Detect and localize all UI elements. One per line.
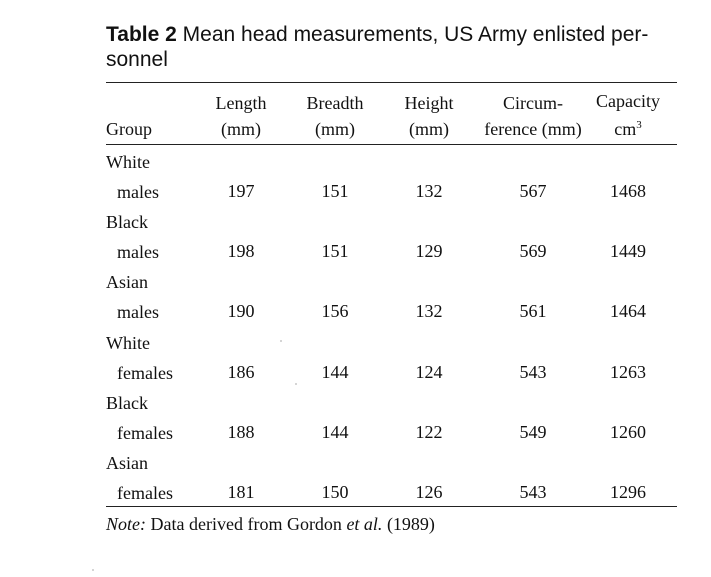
- cell-length: 188: [227, 422, 255, 442]
- header-length-label: Length: [215, 93, 267, 113]
- header-breadth: Breadth (mm): [295, 92, 375, 140]
- header-circumference-unit: ference (mm): [484, 119, 582, 139]
- cell-breadth: 151: [321, 241, 349, 261]
- cell-height: 129: [415, 241, 443, 261]
- row-group-line1: White: [106, 152, 150, 172]
- row-group-line2: males: [117, 242, 159, 262]
- header-capacity-unit: cm: [614, 119, 637, 139]
- row-group-line1: Black: [106, 393, 148, 413]
- cell-capacity: 1263: [610, 362, 646, 382]
- header-height-label: Height: [404, 93, 454, 113]
- cell-breadth: 144: [321, 422, 349, 442]
- cell-capacity: 1464: [610, 301, 646, 321]
- header-rule: [106, 144, 677, 145]
- row-group-line2: males: [117, 182, 159, 202]
- row-group: Black females: [106, 392, 173, 444]
- caption-text-line-2: sonnel: [106, 48, 168, 71]
- scan-speck: [295, 383, 297, 385]
- row-group-line1: Asian: [106, 453, 148, 473]
- row-group: White females: [106, 332, 173, 384]
- header-capacity-unit-wrap: cm3: [588, 118, 668, 140]
- row-group-line1: Black: [106, 212, 148, 232]
- caption-line-1: Table 2 Mean head measurements, US Army …: [106, 22, 681, 47]
- row-group-line2: females: [117, 423, 173, 443]
- row-group: Asian females: [106, 452, 173, 504]
- cell-breadth: 151: [321, 181, 349, 201]
- cell-length: 198: [227, 241, 255, 261]
- note-text-2: (1989): [382, 514, 435, 534]
- row-group-line2: males: [117, 302, 159, 322]
- scan-speck: [92, 569, 94, 571]
- row-group-line1: White: [106, 333, 150, 353]
- row-group: Black males: [106, 211, 159, 263]
- cell-length: 190: [227, 301, 255, 321]
- cell-height: 132: [415, 301, 443, 321]
- bottom-rule: [106, 506, 677, 507]
- row-group: Asian males: [106, 271, 159, 323]
- caption-text-line-1: Mean head measurements, US Army enlisted…: [176, 23, 649, 46]
- header-capacity-label: Capacity: [596, 91, 660, 111]
- cell-capacity: 1468: [610, 181, 646, 201]
- header-group-label: Group: [106, 119, 152, 139]
- table-label: Table 2: [106, 23, 177, 46]
- cell-length: 186: [227, 362, 255, 382]
- cell-circumference: 549: [519, 422, 547, 442]
- header-circumference: Circum- ference (mm): [473, 92, 593, 140]
- cell-breadth: 144: [321, 362, 349, 382]
- header-breadth-unit: (mm): [315, 119, 355, 139]
- cell-circumference: 569: [519, 241, 547, 261]
- row-group-line1: Asian: [106, 272, 148, 292]
- cell-breadth: 156: [321, 301, 349, 321]
- cell-circumference: 561: [519, 301, 547, 321]
- note-label: Note:: [106, 514, 146, 534]
- scan-speck: [280, 340, 282, 342]
- cell-height: 122: [415, 422, 443, 442]
- header-breadth-label: Breadth: [306, 93, 364, 113]
- header-length-unit: (mm): [221, 119, 261, 139]
- cell-circumference: 543: [519, 482, 547, 502]
- cell-height: 124: [415, 362, 443, 382]
- cell-length: 181: [227, 482, 255, 502]
- table-note: Note: Data derived from Gordon et al. (1…: [106, 513, 435, 535]
- note-etal: et al.: [346, 514, 383, 534]
- cell-height: 126: [415, 482, 443, 502]
- top-rule: [106, 82, 677, 83]
- cell-capacity: 1260: [610, 422, 646, 442]
- cell-height: 132: [415, 181, 443, 201]
- note-text-1: Data derived from Gordon: [146, 514, 347, 534]
- header-capacity: Capacity cm3: [588, 90, 668, 140]
- row-group-line2: females: [117, 483, 173, 503]
- header-circumference-label: Circum-: [503, 93, 563, 113]
- row-group: White males: [106, 151, 159, 203]
- cell-breadth: 150: [321, 482, 349, 502]
- header-height: Height (mm): [389, 92, 469, 140]
- cell-circumference: 567: [519, 181, 547, 201]
- cell-length: 197: [227, 181, 255, 201]
- header-group: Group: [106, 118, 152, 140]
- cell-capacity: 1296: [610, 482, 646, 502]
- header-length: Length (mm): [201, 92, 281, 140]
- table-caption: Table 2 Mean head measurements, US Army …: [106, 22, 681, 72]
- header-capacity-sup: 3: [636, 119, 642, 131]
- row-group-line2: females: [117, 363, 173, 383]
- header-height-unit: (mm): [409, 119, 449, 139]
- cell-circumference: 543: [519, 362, 547, 382]
- cell-capacity: 1449: [610, 241, 646, 261]
